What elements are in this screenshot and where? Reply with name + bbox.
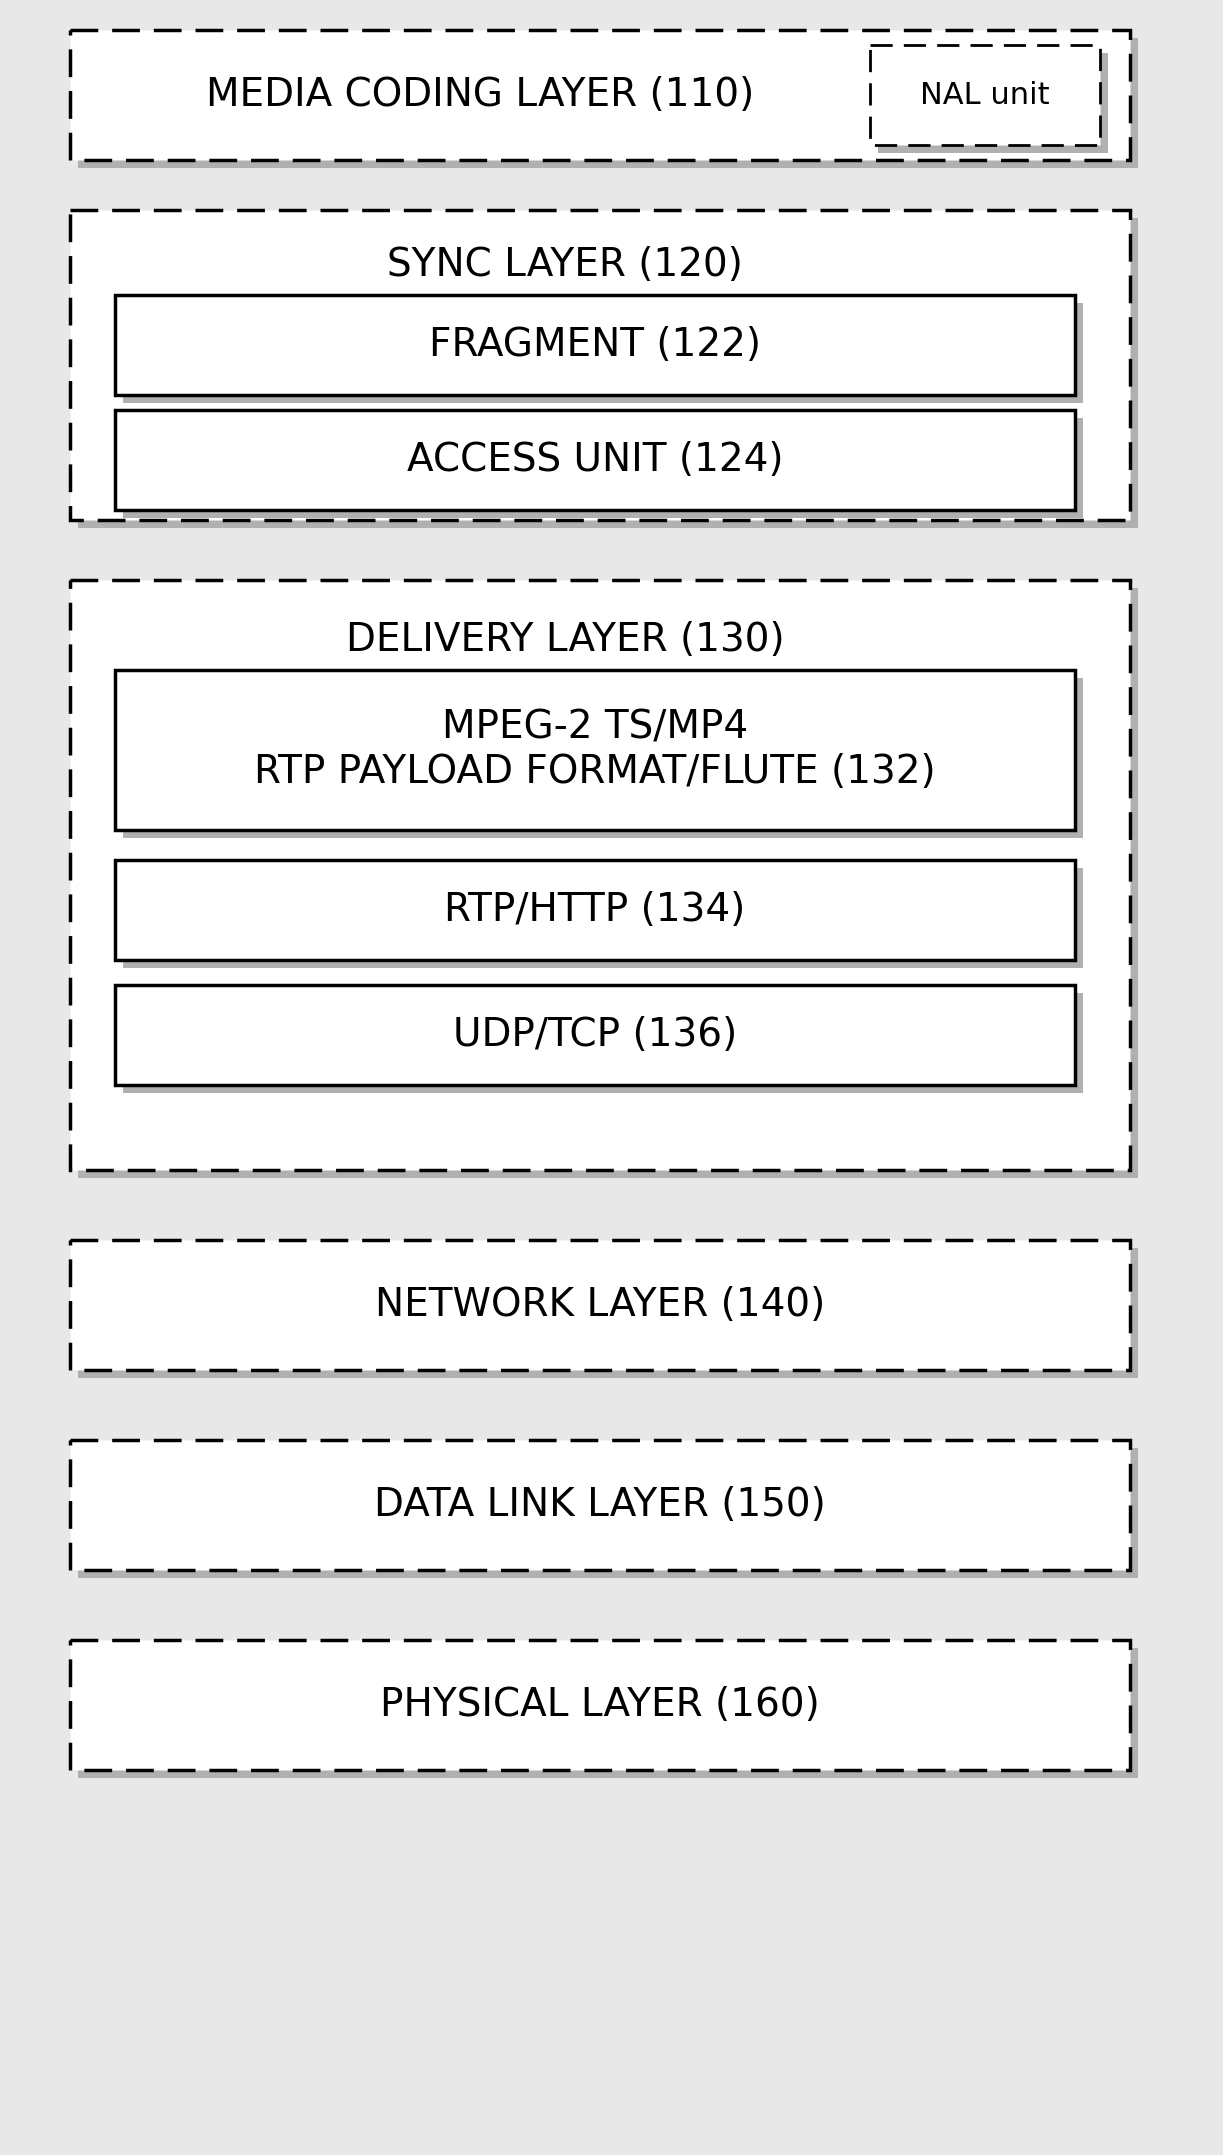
Polygon shape [115,295,1075,394]
Text: NETWORK LAYER (140): NETWORK LAYER (140) [375,1287,826,1323]
Polygon shape [70,30,1130,159]
Text: DATA LINK LAYER (150): DATA LINK LAYER (150) [374,1487,826,1524]
Text: MPEG-2 TS/MP4
RTP PAYLOAD FORMAT/FLUTE (132): MPEG-2 TS/MP4 RTP PAYLOAD FORMAT/FLUTE (… [254,709,936,791]
Polygon shape [124,679,1084,838]
Text: FRAGMENT (122): FRAGMENT (122) [429,325,761,364]
Polygon shape [870,45,1099,144]
Polygon shape [78,1248,1137,1377]
Polygon shape [124,304,1084,403]
Polygon shape [115,985,1075,1084]
Text: NAL unit: NAL unit [920,80,1049,110]
Polygon shape [70,209,1130,519]
Polygon shape [878,54,1108,153]
Text: RTP/HTTP (134): RTP/HTTP (134) [444,890,746,929]
Polygon shape [78,588,1137,1179]
Polygon shape [115,860,1075,959]
Polygon shape [115,670,1075,830]
Polygon shape [70,1239,1130,1371]
Polygon shape [78,39,1137,168]
Text: ACCESS UNIT (124): ACCESS UNIT (124) [407,442,783,478]
Polygon shape [124,418,1084,517]
Polygon shape [78,1448,1137,1577]
Polygon shape [115,409,1075,511]
Polygon shape [70,580,1130,1170]
Text: MEDIA CODING LAYER (110): MEDIA CODING LAYER (110) [205,75,755,114]
Text: DELIVERY LAYER (130): DELIVERY LAYER (130) [346,621,784,659]
Polygon shape [70,1440,1130,1571]
Text: PHYSICAL LAYER (160): PHYSICAL LAYER (160) [380,1685,819,1724]
Text: SYNC LAYER (120): SYNC LAYER (120) [386,246,742,284]
Polygon shape [124,993,1084,1093]
Text: UDP/TCP (136): UDP/TCP (136) [453,1015,737,1054]
Polygon shape [78,1649,1137,1778]
Polygon shape [124,868,1084,968]
Polygon shape [78,218,1137,528]
Polygon shape [70,1640,1130,1769]
